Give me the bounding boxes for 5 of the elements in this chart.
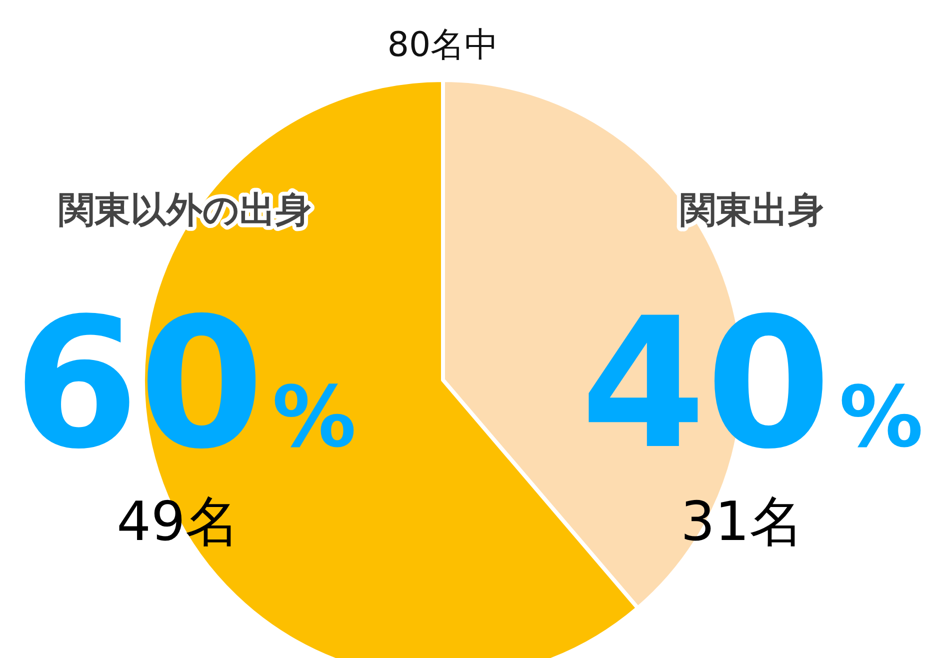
chart-title: 80名中	[387, 25, 499, 65]
slice-label: 関東出身	[680, 190, 824, 231]
data-label: 49名	[116, 490, 240, 553]
text: 40%	[580, 280, 924, 489]
data-label: 31名	[680, 490, 804, 553]
